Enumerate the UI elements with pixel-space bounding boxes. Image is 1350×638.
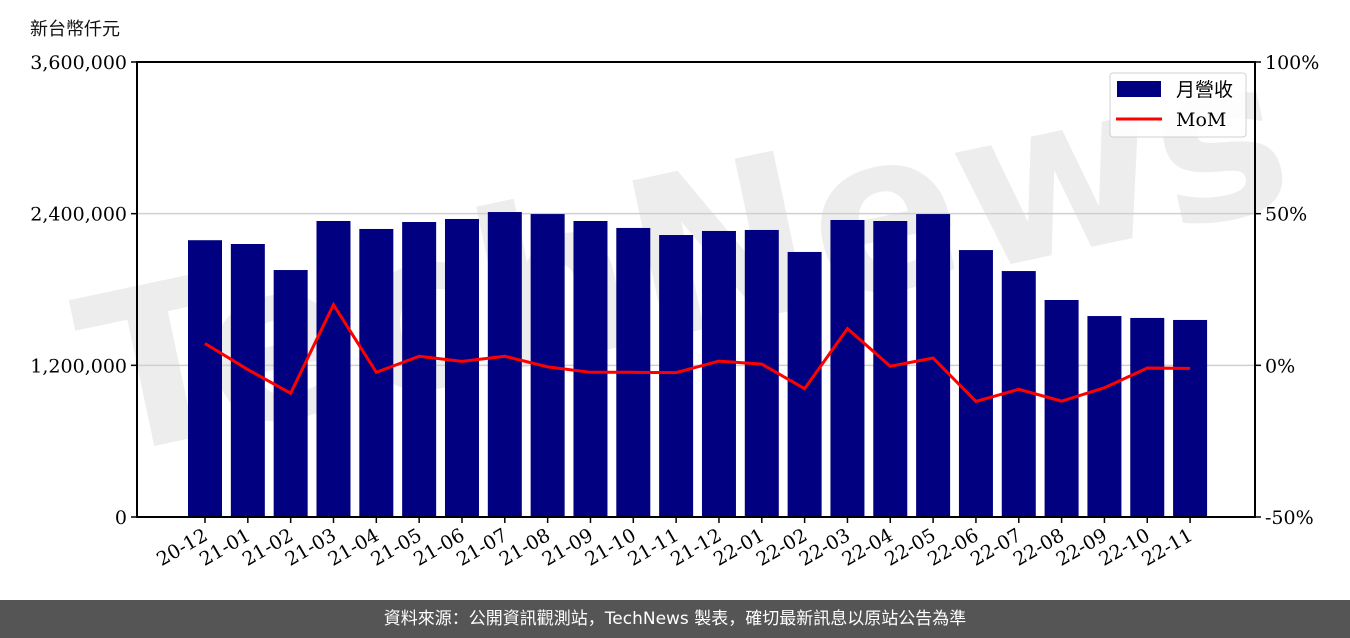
bar-22-10 [1130, 317, 1165, 517]
bar-22-01 [744, 229, 779, 518]
bar-22-05 [916, 214, 951, 517]
legend-bar-swatch [1117, 81, 1161, 97]
legend-label-mom: MoM [1176, 109, 1226, 131]
bar-22-04 [873, 220, 908, 517]
left-tick-label: 1,200,000 [30, 355, 127, 377]
x-tick-label: 22-11 [1138, 524, 1196, 570]
bar-22-02 [787, 251, 822, 517]
bar-21-06 [444, 218, 479, 517]
plot-frame [136, 61, 1256, 518]
right-tick-label: 100% [1265, 52, 1319, 74]
bar-21-09 [573, 220, 608, 517]
source-footer: 資料來源：公開資訊觀測站，TechNews 製表，確切最新訊息以原站公告為準 [0, 600, 1350, 638]
bar-22-03 [830, 219, 865, 517]
left-tick-label: 0 [115, 507, 127, 529]
bar-21-03 [316, 220, 351, 517]
left-tick-label: 3,600,000 [30, 52, 127, 74]
right-tick-label: -50% [1265, 507, 1314, 529]
legend-label-revenue: 月營收 [1176, 79, 1233, 101]
right-tick-label: 0% [1265, 355, 1295, 377]
bar-21-12 [701, 230, 736, 518]
bar-22-06 [958, 250, 993, 518]
left-tick-label: 2,400,000 [30, 204, 127, 226]
right-tick-label: 50% [1265, 204, 1307, 226]
bar-22-09 [1087, 316, 1122, 517]
bar-21-05 [402, 222, 437, 517]
bar-22-11 [1173, 319, 1208, 517]
revenue-chart: TechNews01,200,0002,400,0003,600,000-50%… [30, 3, 1319, 571]
bar-21-01 [230, 244, 265, 517]
bar-20-12 [188, 240, 222, 518]
unit-label: 新台幣仟元 [30, 19, 120, 40]
mom-line [204, 301, 1191, 404]
bar-21-07 [487, 212, 522, 517]
bar-21-11 [659, 235, 694, 518]
bar-22-08 [1044, 299, 1079, 517]
